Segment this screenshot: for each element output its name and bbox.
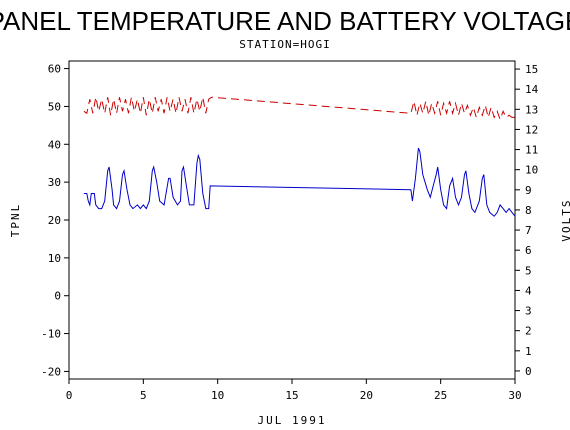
x-tick-label: 10 (211, 389, 224, 402)
y-right-tick-label: 12 (525, 123, 538, 136)
y-right-tick-label: 5 (525, 264, 532, 277)
y-left-tick-label: -10 (41, 328, 61, 341)
x-tick-label: 0 (66, 389, 73, 402)
y-right-tick-label: 11 (525, 144, 538, 157)
plot-frame (68, 60, 516, 380)
x-tick-label: 15 (285, 389, 298, 402)
y-left-tick-label: 20 (48, 214, 61, 227)
y-right-tick-label: 3 (525, 305, 532, 318)
y-right-tick-label: 4 (525, 284, 532, 297)
y-right-tick-label: 8 (525, 204, 532, 217)
panel-temperature-line (83, 147, 516, 217)
y-left-tick-label: 40 (48, 138, 61, 151)
y-axis-right-label: VOLTS (560, 198, 570, 241)
y-left-tick-label: 30 (48, 176, 61, 189)
y-axis-left-label: TPNL (9, 203, 22, 238)
y-left-tick-label: 50 (48, 100, 61, 113)
y-left-tick-label: 60 (48, 63, 61, 76)
y-left-tick-label: -20 (41, 365, 61, 378)
y-right-tick-label: 7 (525, 224, 532, 237)
y-right-tick-label: 6 (525, 244, 532, 257)
y-right-tick-label: 14 (525, 83, 539, 96)
y-left-tick-label: 0 (54, 290, 61, 303)
y-right-tick-label: 13 (525, 103, 538, 116)
x-tick-label: 20 (360, 389, 373, 402)
y-right-tick-label: 1 (525, 345, 532, 358)
y-left-tick-label: 10 (48, 252, 61, 265)
y-right-tick-label: 2 (525, 325, 532, 338)
y-right-tick-label: 9 (525, 184, 532, 197)
battery-voltage-line (83, 96, 515, 121)
x-axis: 0 5 10 15 20 25 30 (66, 379, 522, 402)
x-axis-label: JUL 1991 (258, 414, 327, 427)
y-right-tick-label: 15 (525, 63, 538, 76)
series-layer (83, 96, 516, 217)
x-tick-label: 30 (508, 389, 521, 402)
x-tick-label: 5 (140, 389, 147, 402)
y-axis-left: -20 -10 0 10 20 30 40 50 60 (41, 63, 69, 378)
y-right-tick-label: 0 (525, 365, 532, 378)
x-tick-label: 25 (434, 389, 447, 402)
chart-subtitle: STATION=HOGI (239, 38, 330, 51)
chart-title: PANEL TEMPERATURE AND BATTERY VOLTAGE (0, 6, 570, 36)
y-right-tick-label: 10 (525, 164, 538, 177)
